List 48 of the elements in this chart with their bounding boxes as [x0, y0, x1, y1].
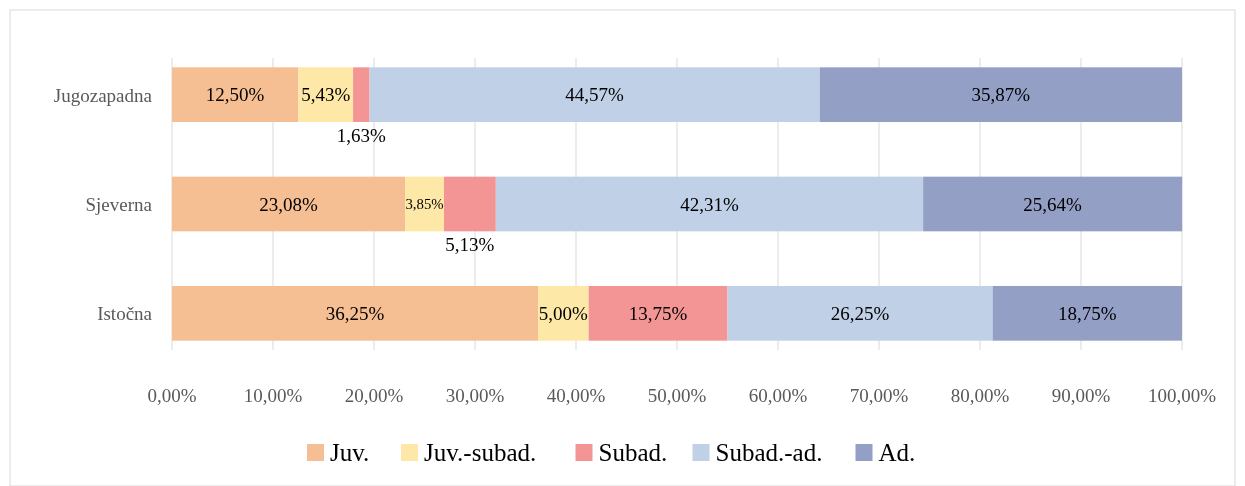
- x-tick-label: 50,00%: [647, 385, 707, 406]
- data-label: 35,87%: [971, 84, 1031, 106]
- bar: [369, 67, 820, 122]
- y-tick-label: Istočna: [97, 303, 153, 325]
- x-tick-label: 90,00%: [1051, 385, 1111, 406]
- bar: [588, 286, 728, 341]
- legend-label: Subad.-ad.: [715, 439, 823, 466]
- y-tick-label: Sjeverna: [85, 194, 153, 215]
- bar: [495, 176, 924, 232]
- bar: [443, 176, 496, 232]
- data-label: 5,43%: [301, 84, 351, 106]
- bar: [923, 176, 1183, 232]
- data-label: 1,63%: [336, 125, 387, 146]
- data-label: 12,50%: [205, 84, 265, 106]
- data-label: 13,75%: [628, 302, 688, 324]
- bar: [727, 286, 993, 341]
- data-label: 5,13%: [445, 234, 495, 256]
- x-tick-label: 100,00%: [1147, 385, 1217, 406]
- data-label: 44,57%: [565, 84, 625, 106]
- legend-label: Juv.: [330, 439, 370, 466]
- x-tick-label: 10,00%: [243, 385, 303, 406]
- data-label: 23,08%: [259, 193, 319, 215]
- y-tick-label: Jugozapadna: [53, 84, 153, 106]
- data-label: 42,31%: [680, 193, 739, 215]
- x-tick-label: 70,00%: [849, 385, 909, 406]
- x-tick-label: 60,00%: [748, 385, 808, 406]
- data-label: 5,00%: [538, 302, 589, 324]
- data-label: 18,75%: [1058, 302, 1117, 324]
- bar: [992, 286, 1182, 341]
- legend-label: Juv.-subad.: [424, 439, 537, 466]
- legend-label: Ad.: [878, 439, 916, 466]
- bar: [172, 286, 539, 341]
- data-label: 3,85%: [405, 196, 444, 213]
- bar: [819, 67, 1182, 122]
- bar: [172, 176, 406, 232]
- x-tick-label: 80,00%: [950, 385, 1010, 406]
- bar: [172, 67, 299, 122]
- x-tick-label: 30,00%: [445, 385, 505, 406]
- data-label: 36,25%: [325, 302, 385, 324]
- x-tick-label: 0,00%: [147, 385, 197, 406]
- data-label: 25,64%: [1023, 193, 1083, 215]
- x-tick-label: 20,00%: [344, 385, 404, 406]
- data-label: 26,25%: [830, 302, 890, 324]
- legend-label: Subad.: [598, 439, 668, 466]
- bar: [298, 67, 354, 122]
- bar: [353, 67, 370, 122]
- x-tick-label: 40,00%: [546, 385, 606, 406]
- bar: [538, 286, 589, 341]
